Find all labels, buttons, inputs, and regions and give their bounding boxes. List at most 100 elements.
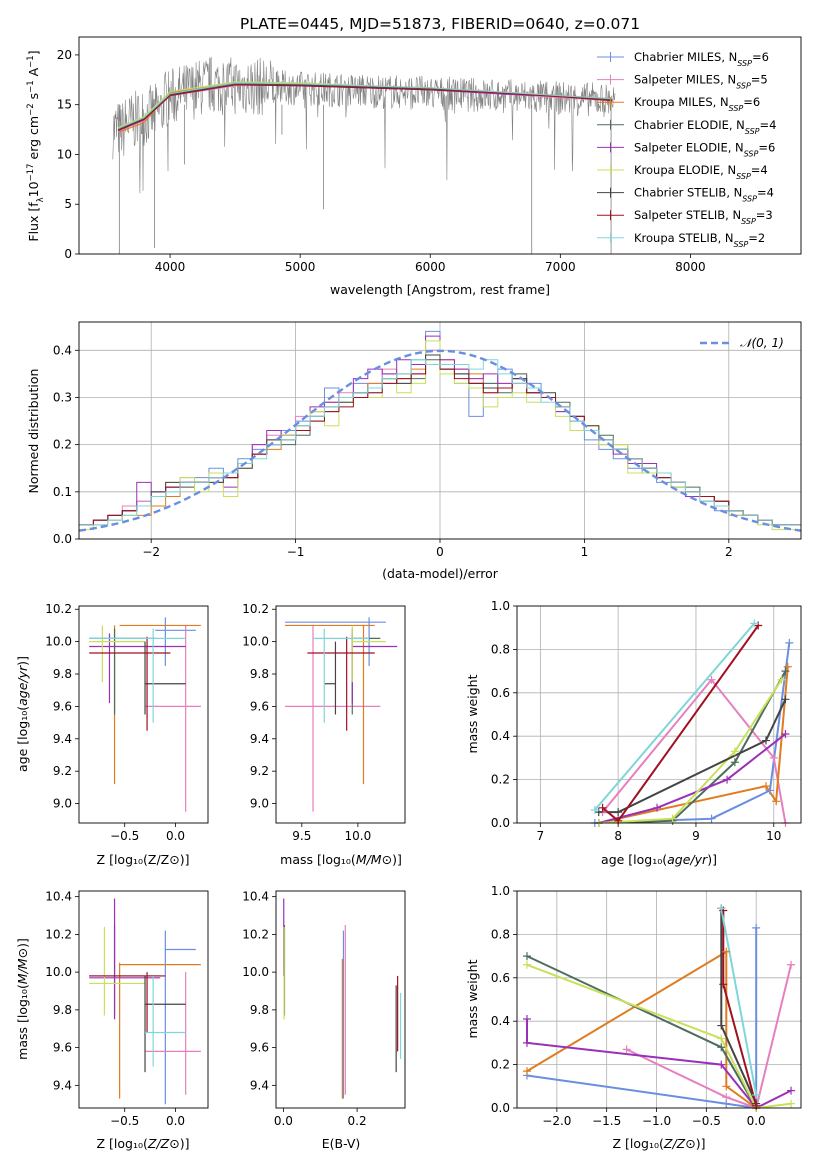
y-tick-label: 10.0 [45, 635, 72, 649]
residual-histogram [79, 359, 801, 539]
y-tick-label: 9.0 [250, 797, 269, 811]
legend-label: Kroupa ELODIE, NSSP=4 [634, 163, 768, 181]
y-tick-label: 10.2 [45, 602, 72, 616]
y-tick-label: 0.0 [53, 532, 72, 546]
mass-ebv-x-axis-label: E(B-V) [322, 1136, 361, 1151]
y-tick-label: 0.2 [491, 1058, 510, 1072]
legend-label: Kroupa STELIB, NSSP=2 [634, 231, 765, 249]
mw-z-y-axis-label: mass weight [465, 959, 480, 1038]
panel-residuals: −2 −1 0 1 2 0.0 0.1 0.2 0.3 0.4 [53, 321, 802, 559]
mass-weight-marker [717, 1034, 726, 1043]
x-tick-label: 8 [614, 829, 622, 843]
axes-frame [78, 36, 802, 255]
mass-weight-marker [522, 952, 531, 961]
mass-weight-line [598, 666, 789, 823]
x-tick-label: −1.5 [592, 1114, 621, 1128]
y-tick-label: 10.2 [45, 927, 72, 941]
y-tick-label: 10.2 [242, 602, 269, 616]
y-tick-label: 0 [64, 247, 72, 261]
mass-weight-marker [722, 1082, 731, 1091]
plot-area [79, 322, 801, 539]
mass-weight-marker [522, 1067, 531, 1076]
x-tick-label: −0.5 [110, 1114, 139, 1128]
x-tick-label: −0.5 [110, 829, 139, 843]
legend-label: Chabrier STELIB, NSSP=4 [634, 186, 774, 204]
y-tick-label: 0.0 [491, 1101, 510, 1115]
y-tick-label: 9.2 [53, 764, 72, 778]
y-tick-label: 10.0 [45, 965, 72, 979]
y-tick-label: 10.4 [45, 890, 72, 904]
mass-weight-marker [522, 960, 531, 969]
mass-weight-marker [522, 1038, 531, 1047]
legend-label: Kroupa MILES, NSSP=6 [634, 95, 760, 113]
plot-area [89, 898, 201, 1105]
panel-mw-z: −2.0 −1.5 −1.0 −0.5 0.0 0.0 0.2 0.4 0.6 0.8 1.0 [491, 884, 802, 1128]
x-tick-label: 6000 [415, 260, 446, 274]
x-tick-label: 0.2 [348, 1114, 367, 1128]
mw-age-x-axis-label: age [log₁₀(age/yr)] [601, 852, 717, 867]
residual-y-axis-label: Normed distribution [26, 369, 41, 494]
mass-weight-marker [719, 980, 728, 989]
age-z-x-axis-label: Z [log₁₀(Z/Z⊙)] [97, 852, 190, 867]
y-tick-label: 10 [57, 147, 72, 161]
mass-weight-marker [707, 675, 716, 684]
x-tick-label: 10 [766, 829, 781, 843]
y-tick-label: 10.0 [242, 965, 269, 979]
normal-curve [79, 349, 801, 532]
age-mass-x-axis-label: mass [log₁₀(M/M⊙)] [280, 852, 402, 867]
y-tick-label: 9.8 [250, 667, 269, 681]
y-tick-label: 0.6 [491, 686, 510, 700]
x-tick-label: 8000 [675, 260, 706, 274]
panel-mw-age: 7 8 9 10 0.0 0.2 0.4 0.6 0.8 1.0 [491, 599, 802, 843]
mass-weight-marker [717, 904, 726, 913]
x-tick-label: −1 [287, 545, 305, 559]
y-tick-label: 9.4 [250, 732, 269, 746]
axes-frame [78, 890, 209, 1109]
y-tick-label: 9.6 [53, 1041, 72, 1055]
y-tick-label: 0.6 [491, 971, 510, 985]
legend-label: Salpeter ELODIE, NSSP=6 [634, 140, 775, 158]
mass-weight-marker [590, 805, 599, 814]
mass-weight-line [601, 678, 787, 823]
x-tick-label: 1 [581, 545, 589, 559]
x-tick-label: 0.0 [166, 829, 185, 843]
x-tick-label: 5000 [285, 260, 316, 274]
spectrum-y-axis-label: Flux [fλ10−17 erg cm−2 s−1 A−1] [26, 50, 46, 241]
x-tick-label: −2 [142, 545, 160, 559]
x-tick-label: 0 [436, 545, 444, 559]
y-tick-label: 10.0 [242, 635, 269, 649]
y-tick-label: 9.8 [53, 1003, 72, 1017]
spectrum-x-axis-label: wavelength [Angstrom, rest frame] [330, 282, 550, 297]
mass-weight-marker [717, 1021, 726, 1030]
y-tick-label: 0.8 [491, 927, 510, 941]
mw-z-x-axis-label: Z [log₁₀(Z/Z⊙)] [613, 1136, 706, 1151]
model-fit-line [117, 84, 613, 132]
mass-weight-line [598, 733, 787, 823]
mass-weight-marker [781, 695, 790, 704]
plot-area [517, 891, 801, 1108]
mass-weight-marker [522, 1015, 531, 1024]
mass-weight-marker [707, 814, 716, 823]
mass-weight-marker [783, 662, 792, 671]
plot-area [284, 617, 398, 812]
mass-weight-marker [622, 1045, 631, 1054]
axes-frame [78, 321, 802, 540]
mass-z-x-axis-label: Z [log₁₀(Z/Z⊙)] [97, 1136, 190, 1151]
mass-weight-marker [781, 730, 790, 739]
mass-weight-marker [785, 638, 794, 647]
y-tick-label: 9.8 [250, 1003, 269, 1017]
mass-weight-marker [752, 1101, 761, 1110]
mass-weight-marker [772, 797, 781, 806]
y-tick-label: 0.0 [491, 816, 510, 830]
legend-label: Chabrier MILES, NSSP=6 [634, 50, 769, 68]
y-tick-label: 0.4 [53, 343, 72, 357]
legend-label: Salpeter STELIB, NSSP=3 [634, 208, 773, 226]
panel-mass-ebv: 0.0 0.2 9.4 9.6 9.8 10.0 10.2 10.4 [242, 890, 406, 1128]
y-tick-label: 0.1 [53, 485, 72, 499]
plot-area [517, 606, 801, 823]
y-tick-label: 20 [57, 48, 72, 62]
y-tick-label: 10.4 [242, 890, 269, 904]
x-tick-label: 4000 [155, 260, 186, 274]
x-tick-label: 9.5 [292, 829, 311, 843]
y-tick-label: 9.0 [53, 797, 72, 811]
